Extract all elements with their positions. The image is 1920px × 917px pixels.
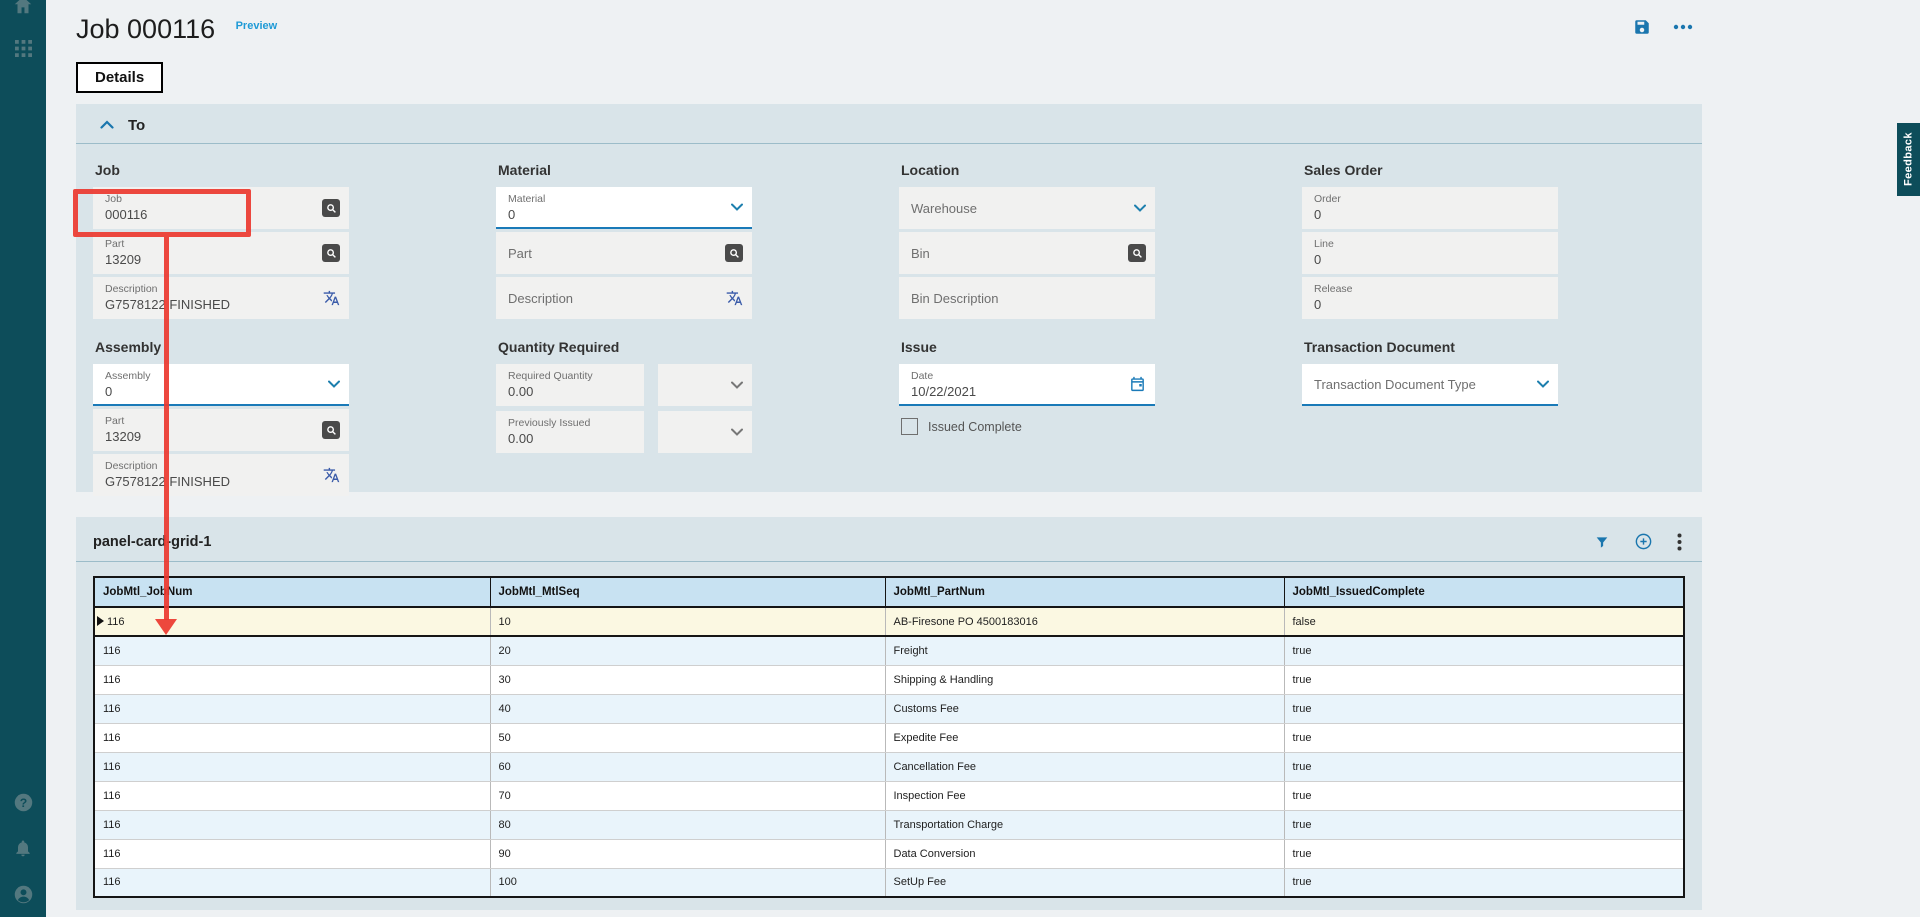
lookup-icon[interactable] — [322, 199, 340, 217]
chevron-down-icon[interactable] — [731, 381, 743, 389]
materials-grid: JobMtl_JobNum JobMtl_MtlSeq JobMtl_PartN… — [93, 576, 1685, 898]
issued-complete-checkbox[interactable] — [901, 418, 918, 435]
to-panel-header[interactable]: To — [76, 104, 1702, 144]
previously-issued-uom-dropdown[interactable] — [658, 411, 752, 453]
group-label-job: Job — [95, 162, 349, 178]
grid-row[interactable]: 11680Transportation Chargetrue — [94, 810, 1684, 839]
material-part-field[interactable]: Part — [496, 232, 752, 274]
job-part-field[interactable]: Part 13209 — [93, 232, 349, 274]
grid-toolbar — [1594, 532, 1682, 551]
column-header-issuedcomplete[interactable]: JobMtl_IssuedComplete — [1284, 577, 1684, 607]
assembly-part-field[interactable]: Part 13209 — [93, 409, 349, 451]
selected-row-marker-icon — [97, 616, 104, 626]
grid-row[interactable]: 11690Data Conversiontrue — [94, 839, 1684, 868]
line-field[interactable]: Line 0 — [1302, 232, 1558, 274]
translate-icon[interactable] — [323, 467, 340, 484]
order-field[interactable]: Order 0 — [1302, 187, 1558, 229]
transaction-document-type-dropdown[interactable]: Transaction Document Type — [1302, 364, 1558, 406]
warehouse-dropdown[interactable]: Warehouse — [899, 187, 1155, 229]
annotation-arrow-line — [164, 237, 169, 620]
group-label-issue: Issue — [901, 339, 1155, 355]
group-label-assembly: Assembly — [95, 339, 349, 355]
calendar-icon[interactable] — [1129, 376, 1146, 393]
page-title: Job 000116 — [76, 14, 215, 45]
preview-link[interactable]: Preview — [236, 20, 278, 32]
add-row-icon[interactable] — [1634, 532, 1653, 551]
material-description-field[interactable]: Description — [496, 277, 752, 319]
grid-row-selected[interactable]: 116 10 AB-Firesone PO 4500183016 false — [94, 607, 1684, 636]
main-content: Job 000116 Preview Details To — [46, 0, 1920, 917]
column-material-quantity: Material Material 0 Part — [496, 156, 752, 458]
kebab-menu-icon[interactable] — [1677, 533, 1682, 551]
filter-icon[interactable] — [1594, 534, 1610, 550]
column-header-jobnum[interactable]: JobMtl_JobNum — [94, 577, 490, 607]
group-label-transaction-document: Transaction Document — [1304, 339, 1558, 355]
account-icon[interactable] — [0, 884, 46, 905]
notifications-bell-icon[interactable] — [0, 838, 46, 858]
to-panel: To Job Job 000116 Part 13209 — [76, 104, 1702, 492]
assembly-description-field[interactable]: Description G7578122 FINISHED — [93, 454, 349, 496]
group-label-location: Location — [901, 162, 1155, 178]
grid-row[interactable]: 11630Shipping & Handlingtrue — [94, 665, 1684, 694]
lookup-icon[interactable] — [725, 244, 743, 262]
grid-row[interactable]: 116100SetUp Feetrue — [94, 868, 1684, 897]
annotation-highlight-rectangle — [73, 189, 251, 237]
header-actions — [1633, 18, 1693, 36]
grid-row[interactable]: 11670Inspection Feetrue — [94, 781, 1684, 810]
tab-details[interactable]: Details — [76, 62, 163, 93]
grid-panel: panel-card-grid-1 Job — [76, 517, 1702, 910]
svg-text:?: ? — [19, 796, 26, 810]
lookup-icon[interactable] — [322, 244, 340, 262]
to-panel-title: To — [128, 117, 145, 134]
chevron-down-icon[interactable] — [731, 203, 743, 211]
column-salesorder-transaction: Sales Order Order 0 Line 0 Release 0 Tra… — [1302, 156, 1558, 409]
grid-row[interactable]: 11620Freighttrue — [94, 636, 1684, 665]
required-quantity-field[interactable]: Required Quantity 0.00 — [496, 364, 644, 406]
release-field[interactable]: Release 0 — [1302, 277, 1558, 319]
chevron-up-icon[interactable] — [100, 116, 114, 134]
grid-panel-title: panel-card-grid-1 — [93, 534, 211, 550]
page-header: Job 000116 Preview — [46, 0, 1920, 45]
bin-description-field[interactable]: Bin Description — [899, 277, 1155, 319]
chevron-down-icon[interactable] — [1537, 380, 1549, 388]
group-label-sales-order: Sales Order — [1304, 162, 1558, 178]
help-icon[interactable]: ? — [0, 792, 46, 813]
translate-icon[interactable] — [323, 290, 340, 307]
grid-panel-header: panel-card-grid-1 — [76, 517, 1702, 562]
issued-complete-checkbox-row[interactable]: Issued Complete — [901, 418, 1155, 435]
lookup-icon[interactable] — [1128, 244, 1146, 262]
column-header-mtlseq[interactable]: JobMtl_MtlSeq — [490, 577, 885, 607]
column-header-partnum[interactable]: JobMtl_PartNum — [885, 577, 1284, 607]
annotation-arrow-head-icon — [155, 619, 177, 635]
issue-date-field[interactable]: Date 10/22/2021 — [899, 364, 1155, 406]
home-icon[interactable] — [0, 0, 46, 16]
grid-row[interactable]: 11650Expedite Feetrue — [94, 723, 1684, 752]
apps-grid-icon[interactable] — [0, 40, 46, 57]
issued-complete-label: Issued Complete — [928, 420, 1022, 434]
app-window: ? Job 000116 Preview Details — [0, 0, 1920, 917]
lookup-icon[interactable] — [322, 421, 340, 439]
feedback-tab[interactable]: Feedback — [1897, 123, 1920, 196]
to-panel-body: Job Job 000116 Part 13209 — [76, 144, 1702, 499]
previously-issued-field[interactable]: Previously Issued 0.00 — [496, 411, 644, 453]
translate-icon[interactable] — [726, 290, 743, 307]
material-dropdown[interactable]: Material 0 — [496, 187, 752, 229]
column-location-issue: Location Warehouse Bin Bin — [899, 156, 1155, 435]
grid-row[interactable]: 11640Customs Feetrue — [94, 694, 1684, 723]
grid-header-row: JobMtl_JobNum JobMtl_MtlSeq JobMtl_PartN… — [94, 577, 1684, 607]
required-quantity-uom-dropdown[interactable] — [658, 364, 752, 406]
chevron-down-icon[interactable] — [1134, 204, 1146, 212]
bin-field[interactable]: Bin — [899, 232, 1155, 274]
chevron-down-icon[interactable] — [731, 428, 743, 436]
group-label-quantity-required: Quantity Required — [498, 339, 752, 355]
chevron-down-icon[interactable] — [328, 380, 340, 388]
left-nav-sidebar: ? — [0, 0, 46, 917]
job-description-field[interactable]: Description G7578122 FINISHED — [93, 277, 349, 319]
assembly-dropdown[interactable]: Assembly 0 — [93, 364, 349, 406]
save-icon[interactable] — [1633, 18, 1651, 36]
grid-row[interactable]: 11660Cancellation Feetrue — [94, 752, 1684, 781]
group-label-material: Material — [498, 162, 752, 178]
overflow-menu-icon[interactable] — [1673, 24, 1693, 30]
